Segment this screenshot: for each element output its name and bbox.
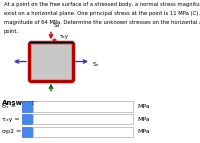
Text: σp2 =: σp2 =	[2, 129, 21, 134]
Bar	[22, 114, 32, 124]
Text: τₓy =: τₓy =	[2, 117, 20, 122]
Text: point.: point.	[4, 29, 19, 34]
Bar	[22, 101, 32, 112]
Text: MPa: MPa	[137, 104, 150, 109]
Text: S₄: S₄	[54, 23, 60, 28]
Text: exist on a horizontal plane. One principal stress at the point is 11 MPa (C). Th: exist on a horizontal plane. One princip…	[4, 11, 200, 16]
Bar	[33, 101, 133, 112]
Bar	[33, 114, 133, 124]
Text: magnitude of 64 MPa. Determine the unknown stresses on the horizontal and vertic: magnitude of 64 MPa. Determine the unkno…	[4, 20, 200, 25]
Text: MPa: MPa	[137, 117, 150, 122]
Text: Answers:: Answers:	[2, 100, 38, 106]
Bar	[29, 42, 73, 81]
Text: MPa: MPa	[137, 129, 150, 134]
Bar	[33, 127, 133, 137]
Text: σₓ =: σₓ =	[2, 104, 16, 109]
Text: Sₓ: Sₓ	[93, 62, 100, 67]
Bar	[29, 42, 73, 81]
Text: τₓy: τₓy	[60, 34, 69, 39]
Text: At a point on the free surface of a stressed body, a normal stress magnitude of : At a point on the free surface of a stre…	[4, 2, 200, 7]
Bar	[22, 127, 32, 137]
